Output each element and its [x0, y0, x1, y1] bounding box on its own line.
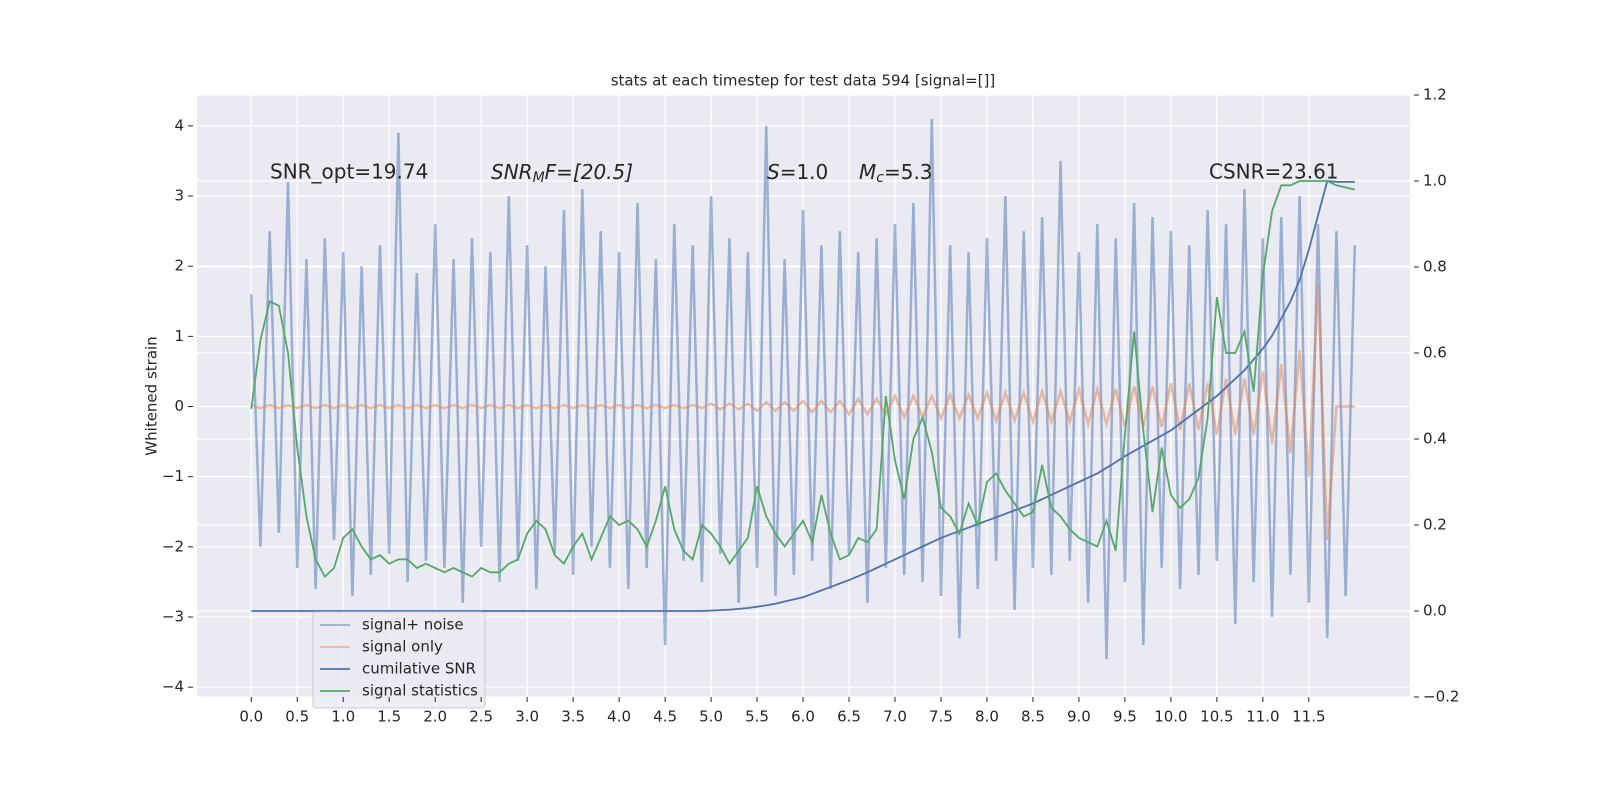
chart-title: stats at each timestep for test data 594…: [611, 72, 996, 90]
x-tick-label: 11.5: [1292, 708, 1325, 726]
y2-tick-label: 0.0: [1423, 602, 1447, 620]
annotation-main: S: [767, 160, 780, 184]
x-tick-label: 3.0: [515, 708, 539, 726]
x-tick-label: 4.0: [607, 708, 631, 726]
x-tick-label: 4.5: [653, 708, 677, 726]
series-line: [251, 180, 1355, 612]
annotation-sub: M: [533, 170, 545, 186]
y2-tick-label: 0.8: [1423, 258, 1447, 276]
y-tick-label: −4: [162, 678, 184, 696]
series-line: [250, 118, 1357, 660]
x-tick-label: 8.0: [975, 708, 999, 726]
x-tick-label: 10.0: [1154, 708, 1187, 726]
grid: [197, 94, 1410, 698]
annotations: SNR_opt=19.74 SNRMF=[20.5] S=1.0 Mc=5.3 CSNR…: [270, 160, 1339, 187]
y-axis-label: Whitened strain: [143, 336, 161, 455]
marks: [250, 118, 1357, 660]
x-tick-label: 7.0: [883, 708, 907, 726]
x-tick-label: 8.5: [1021, 708, 1045, 726]
annotation-sub: c: [876, 170, 884, 186]
annotation-rest: F=[20.5]: [545, 160, 633, 184]
y-tick-label: 1: [174, 327, 184, 345]
legend-label: signal only: [362, 638, 443, 656]
x-tick-label: 6.5: [837, 708, 861, 726]
x-tick-label: 3.5: [561, 708, 585, 726]
y2-tick-label: 0.2: [1423, 516, 1447, 534]
x-tick-label: 0.5: [285, 708, 309, 726]
legend-label: signal+ noise: [362, 616, 464, 634]
y-tick-label: 3: [174, 187, 184, 205]
legend-label: signal statistics: [362, 682, 478, 700]
x-tick-label: 9.5: [1113, 708, 1137, 726]
annotation: SNRMF=[20.5]: [491, 160, 633, 187]
annotation-main: SNR: [491, 160, 533, 184]
legend: signal+ noise signal only cumilative SNR si…: [312, 611, 486, 709]
y2-tick-label: 1.2: [1423, 86, 1447, 104]
x-tick-label: 2.5: [469, 708, 493, 726]
y2-tick-label: 0.4: [1423, 430, 1447, 448]
y-tick-label: −2: [162, 537, 184, 555]
x-tick-label: 2.0: [423, 708, 447, 726]
y2-tick-label: 1.0: [1423, 172, 1447, 190]
x-tick-label: 9.0: [1067, 708, 1091, 726]
y-tick-label: 0: [174, 397, 184, 415]
annotation-rest: =1.0: [780, 160, 829, 184]
annotation: SNR_opt=19.74: [270, 160, 428, 184]
y-tick-label: 4: [174, 116, 184, 134]
legend-label: cumilative SNR: [362, 660, 476, 678]
annotation: Mc=5.3: [859, 160, 933, 187]
annotation: S=1.0: [767, 160, 828, 184]
y2-tick-label: 0.6: [1423, 344, 1447, 362]
x-tick-label: 10.5: [1200, 708, 1233, 726]
annotation-rest: =5.3: [884, 160, 933, 184]
x-tick-label: 7.5: [929, 708, 953, 726]
annotation-main: M: [859, 160, 876, 184]
y2-tick-label: −0.2: [1423, 688, 1459, 706]
x-tick-label: 6.0: [791, 708, 815, 726]
x-tick-label: 1.5: [377, 708, 401, 726]
annotation: CSNR=23.61: [1209, 160, 1339, 184]
y-tick-label: −3: [162, 608, 184, 626]
x-tick-label: 5.5: [745, 708, 769, 726]
x-tick-label: 5.0: [699, 708, 723, 726]
x-tick-label: 11.0: [1246, 708, 1279, 726]
legend-box: [312, 611, 486, 709]
x-tick-label: 1.0: [331, 708, 355, 726]
y-tick-label: 2: [174, 257, 184, 275]
series-line: [250, 180, 1356, 579]
series-line: [250, 283, 1355, 540]
y-tick-label: −1: [162, 467, 184, 485]
x-tick-label: 0.0: [239, 708, 263, 726]
